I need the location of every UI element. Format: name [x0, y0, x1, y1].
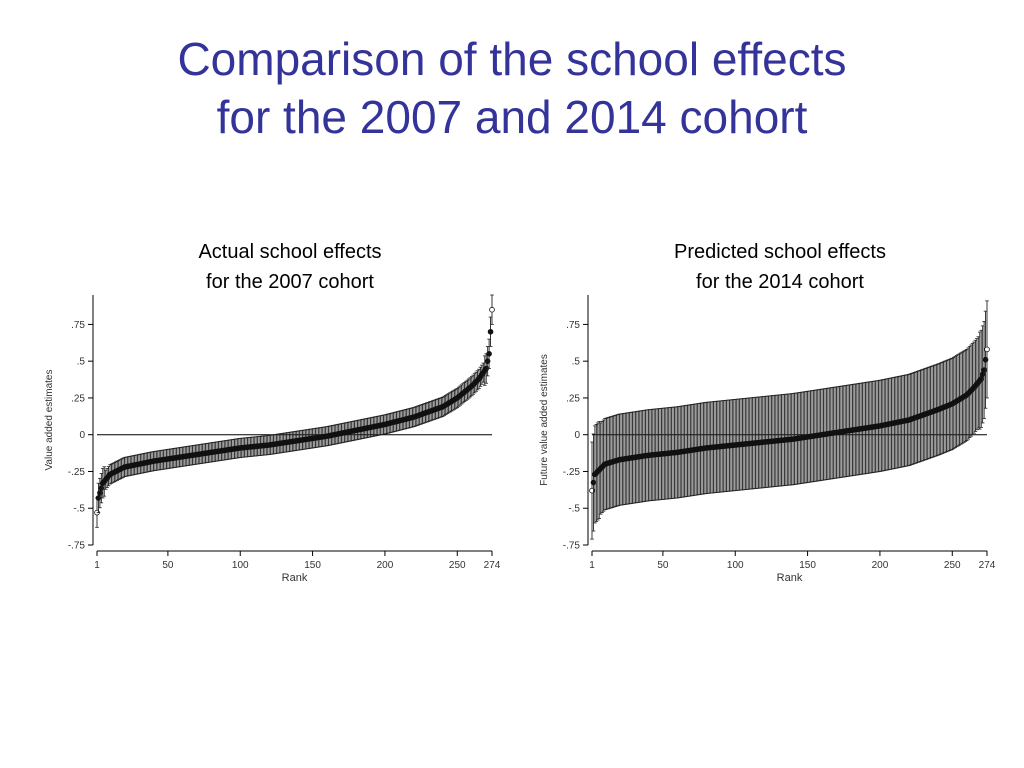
right-caption-line1: Predicted school effects	[674, 241, 886, 263]
y-axis-label: Value added estimates	[44, 370, 55, 471]
y-tick-label: -.75	[68, 541, 86, 552]
right-chart-caption: Predicted school effects for the 2014 co…	[585, 237, 975, 297]
data-point	[487, 328, 494, 335]
y-tick-label: -.5	[73, 504, 85, 515]
x-tick-label: 150	[799, 560, 816, 571]
series-points	[94, 294, 495, 528]
y-tick-label: 0	[574, 430, 580, 441]
x-tick-label: 250	[944, 560, 961, 571]
right-chart: -.75-.5-.250.25.5.751 50 100 150 200 250 274Ra…	[539, 295, 995, 584]
y-tick-label: -.25	[563, 467, 581, 478]
x-tick-label: 100	[727, 560, 744, 571]
x-tick-label: 50	[657, 560, 669, 571]
data-point	[486, 351, 492, 357]
x-tick-label: 1	[589, 560, 595, 571]
x-tick-label: 274	[484, 560, 500, 571]
y-tick-label: .75	[71, 320, 85, 331]
slide-title-line1: Comparison of the school effects	[177, 33, 847, 85]
slide-title: Comparison of the school effects for the…	[0, 30, 1024, 146]
y-tick-label: 0	[79, 430, 85, 441]
x-axis-label: Rank	[282, 572, 308, 584]
data-point	[489, 306, 495, 313]
x-tick-label: 1	[94, 560, 100, 571]
y-tick-label: .5	[77, 357, 86, 368]
y-tick-label: .5	[572, 357, 581, 368]
x-tick-label: 50	[162, 560, 174, 571]
x-tick-label: 250	[449, 560, 466, 571]
x-tick-label: 150	[304, 560, 321, 571]
x-tick-label: 200	[872, 560, 889, 571]
slide-title-line2: for the 2007 and 2014 cohort	[216, 91, 808, 143]
x-tick-label: 274	[979, 560, 995, 571]
x-tick-label: 100	[232, 560, 249, 571]
y-tick-label: -.25	[68, 467, 86, 478]
right-caption-line2: for the 2014 cohort	[696, 271, 864, 293]
left-caption-line2: for the 2007 cohort	[206, 271, 374, 293]
y-axis-label: Future value added estimates	[539, 354, 550, 486]
x-axis-label: Rank	[777, 572, 803, 584]
x-tick-label: 200	[377, 560, 394, 571]
left-chart: -.75-.5-.250.25.5.751 50 100 150 200 250 274Ra…	[44, 294, 500, 584]
left-chart-caption: Actual school effects for the 2007 cohor…	[95, 237, 485, 297]
data-point	[984, 346, 990, 353]
y-tick-label: -.75	[563, 541, 581, 552]
left-caption-line1: Actual school effects	[198, 241, 382, 263]
y-tick-label: .75	[566, 320, 580, 331]
y-tick-label: -.5	[568, 504, 580, 515]
y-tick-label: .25	[566, 393, 580, 404]
y-tick-label: .25	[71, 393, 85, 404]
series-points	[589, 300, 990, 540]
